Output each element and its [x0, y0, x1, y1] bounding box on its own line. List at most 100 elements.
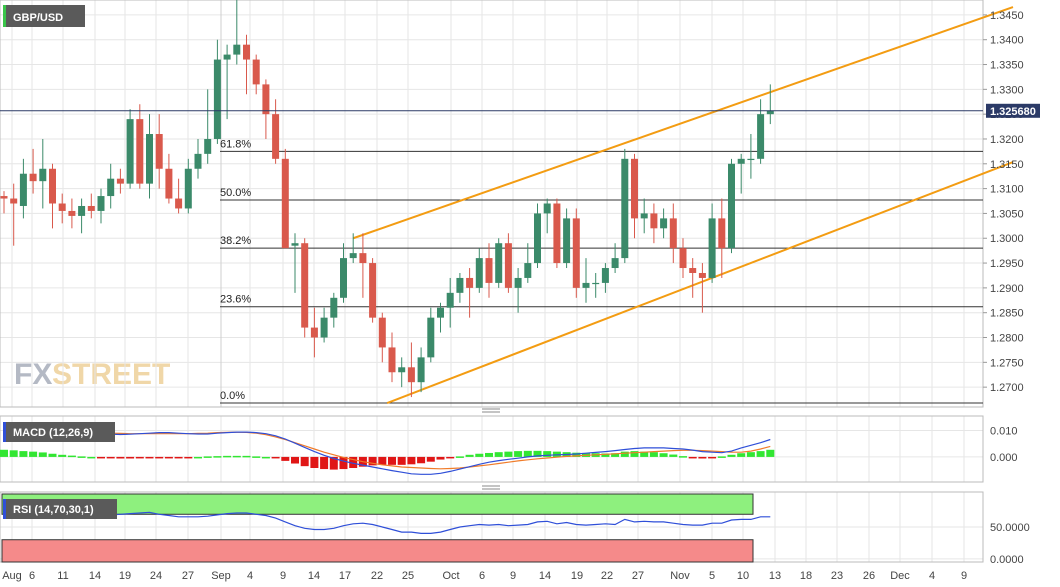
candle-body	[708, 218, 716, 278]
candle-body	[689, 268, 697, 273]
macd-hist-bar	[698, 456, 707, 459]
candle-body	[349, 253, 357, 259]
price-tick-label: 1.3050	[990, 208, 1024, 220]
macd-hist-bar	[126, 456, 135, 459]
macd-hist-bar	[48, 453, 57, 457]
price-tick-label: 1.3150	[990, 159, 1024, 171]
main-panel-border	[0, 0, 984, 408]
price-tick-label: 1.3350	[990, 60, 1024, 72]
candle-body	[728, 163, 735, 249]
trend-channel	[352, 6, 1014, 404]
splitter-handle-2[interactable]	[482, 485, 500, 490]
candle-body	[49, 168, 56, 204]
date-tick-label: 19	[119, 570, 131, 582]
price-tick-label: 1.2800	[990, 333, 1024, 345]
macd-hist-bar	[407, 456, 416, 465]
date-tick-label: 18	[800, 570, 812, 582]
macd-main-line	[4, 426, 771, 475]
date-tick-label: Aug	[2, 570, 22, 582]
macd-hist-bar	[164, 456, 173, 459]
candle-body	[126, 119, 134, 184]
candle-body	[611, 258, 619, 269]
candle-body	[243, 44, 250, 60]
date-tick-label: 6	[479, 570, 485, 582]
rsi-title: RSI (14,70,30,1)	[13, 504, 94, 516]
macd-hist-bar	[388, 456, 396, 465]
macd-hist-bar	[649, 452, 658, 457]
macd-hist-bar	[446, 456, 455, 459]
date-tick-label: 19	[571, 570, 583, 582]
macd-hist-bar	[320, 456, 329, 470]
candle-body	[87, 205, 95, 211]
rsi-tick-label: 0.0000	[990, 554, 1024, 566]
candle-body	[68, 210, 76, 216]
candle-body	[679, 248, 687, 269]
candle-body	[407, 367, 415, 383]
macd-hist-bar	[368, 456, 377, 466]
date-tick-label: 24	[150, 570, 162, 582]
macd-hist-bar	[543, 451, 552, 457]
price-tick-label: 1.2850	[990, 308, 1024, 320]
candle-body	[466, 277, 474, 288]
macd-hist-bar	[630, 451, 639, 457]
candle-body	[398, 367, 406, 373]
macd-histogram	[0, 449, 775, 470]
price-tick-label: 1.2750	[990, 357, 1024, 369]
macd-hist-bar	[232, 455, 241, 458]
macd-hist-bar	[756, 451, 765, 457]
candle-body	[592, 282, 600, 285]
macd-hist-bar	[116, 456, 125, 459]
macd-hist-bar	[29, 451, 38, 457]
price-tick-label: 1.3400	[990, 35, 1024, 47]
macd-hist-bar	[339, 456, 348, 470]
candle-body	[281, 158, 289, 249]
candle-body	[330, 297, 338, 318]
date-tick-label: 4	[247, 570, 253, 582]
macd-hist-bar	[87, 456, 96, 459]
macd-hist-bar	[310, 456, 319, 469]
macd-panel-border	[0, 415, 984, 483]
candle-body	[272, 114, 280, 159]
macd-hist-bar	[291, 456, 299, 464]
macd-hist-bar	[106, 456, 115, 459]
candle-body	[669, 218, 677, 249]
candle-body	[116, 178, 124, 184]
candle-body	[504, 243, 512, 288]
candle-body	[19, 173, 27, 206]
candle-body	[165, 168, 173, 199]
candle-body	[427, 317, 435, 358]
macd-hist-bar	[223, 455, 232, 458]
macd-hist-bar	[504, 451, 513, 457]
candle-body	[223, 54, 231, 60]
macd-title-box: MACD (12,26,9)	[3, 422, 115, 442]
candle-body	[601, 268, 609, 283]
macd-hist-bar	[436, 456, 445, 460]
candle-body	[369, 263, 377, 318]
macd-hist-bar	[145, 456, 154, 459]
macd-hist-bar	[38, 452, 47, 457]
candle-body	[640, 213, 648, 219]
candle-body	[78, 205, 86, 216]
candle-body	[39, 168, 47, 182]
date-tick-label: 13	[769, 570, 781, 582]
macd-hist-bar	[0, 449, 8, 457]
fib-level-label: 50.0%	[220, 187, 251, 199]
macd-hist-bar	[688, 456, 697, 459]
date-tick-label: 14	[308, 570, 320, 582]
macd-hist-bar	[213, 456, 222, 458]
macd-hist-bar	[261, 456, 270, 459]
price-tick-label: 1.3300	[990, 84, 1024, 96]
candle-body	[543, 203, 551, 214]
y-axis-labels: 1.34501.34001.33501.33001.32501.32001.31…	[983, 10, 1030, 566]
rsi-line	[4, 511, 771, 534]
splitter-handle-1[interactable]	[482, 408, 500, 413]
macd-hist-bar	[97, 456, 105, 459]
date-tick-label: Dec	[890, 570, 910, 582]
candle-body	[524, 263, 532, 278]
candle-body	[10, 198, 18, 204]
date-tick-label: 25	[402, 570, 414, 582]
macd-hist-bar	[533, 450, 542, 457]
date-tick-label: 23	[831, 570, 843, 582]
macd-hist-bar	[523, 450, 532, 457]
